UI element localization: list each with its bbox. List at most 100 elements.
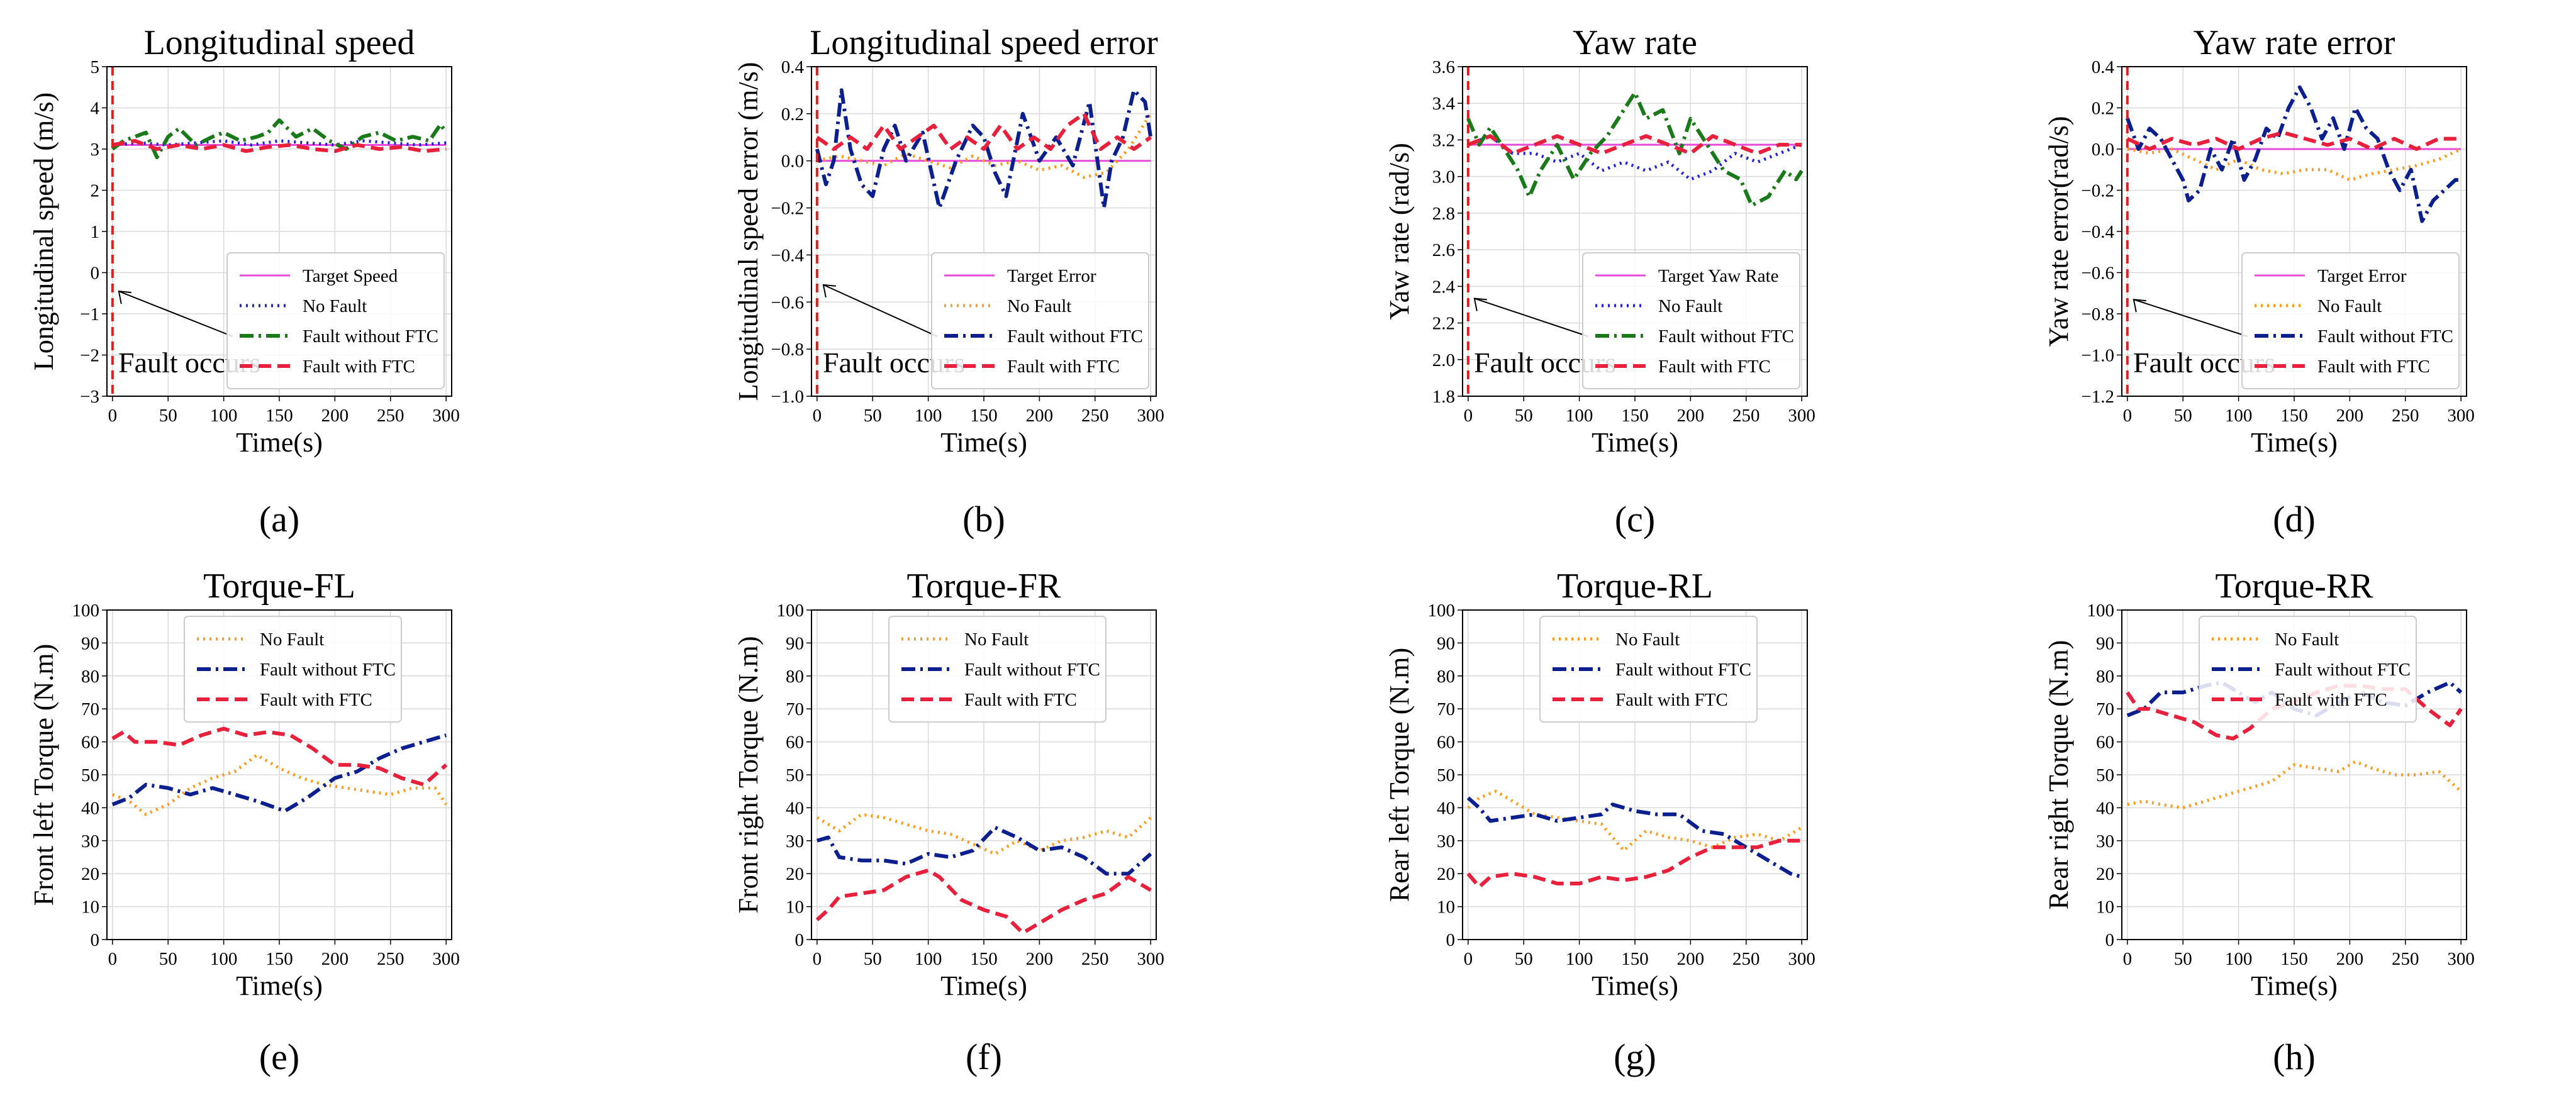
y-tick-label: −0.6 [771,292,804,313]
x-tick-label: 100 [210,949,238,969]
annotation-arrow [1474,297,1589,337]
legend-label: Fault with FTC [1615,690,1728,710]
series-line-1 [2127,760,2462,809]
y-tick-label: −0.2 [771,199,804,219]
y-axis-label: Front right Torque (N.m) [733,636,764,914]
y-tick-label: 0 [2105,930,2115,950]
series-group [1466,789,1803,889]
x-tick-label: 200 [1677,949,1705,969]
x-tick-label: 100 [1566,949,1593,969]
y-tick-label: 80 [786,667,804,687]
y-tick-label: 3 [91,140,100,160]
legend-box [1539,616,1758,723]
x-tick-label: 200 [2336,406,2364,426]
x-tick-label: 100 [2225,949,2253,969]
legend-box [184,616,402,723]
chart-5: 0 10 20 30 40 50 60 70 80 90 100 0 50 100 150 200 250 300… [28,567,460,1077]
y-tick-label: 30 [1437,831,1455,852]
x-tick-label: 150 [1621,949,1649,969]
y-tick-label: −1 [80,304,99,325]
y-tick-label: 10 [2096,897,2114,918]
x-tick-label: 300 [1137,406,1164,426]
x-tick-label: 50 [159,406,177,426]
axes-frame [1462,609,1808,940]
x-tick-label: 0 [108,406,118,426]
chart-title: Torque-RL [1557,567,1713,606]
x-tick-label: 300 [1788,949,1815,969]
x-axis-label: Time(s) [236,427,323,458]
x-tick-label: 300 [1137,949,1164,969]
y-axis-label: Rear right Torque (N.m) [2043,640,2074,910]
chart-title: Longitudinal speed error [810,23,1158,62]
x-axis-label: Time(s) [2251,427,2338,458]
x-tick-label: 200 [321,949,349,969]
x-tick-label: 100 [915,406,942,426]
x-tick-label: 150 [970,949,998,969]
x-tick-label: 200 [321,406,349,426]
y-tick-label: 10 [1437,897,1455,918]
x-tick-label: 300 [1788,406,1815,426]
legend-label: Fault with FTC [2275,690,2387,710]
y-tick-label: 2.6 [1432,240,1455,260]
legend-label: Fault with FTC [260,690,372,710]
axes-frame [811,66,1157,397]
y-tick-label: 10 [81,897,99,918]
legend-label: Fault without FTC [303,326,438,347]
y-tick-label: −0.4 [2081,222,2114,242]
x-axis-label: Time(s) [1592,427,1678,458]
chart-title: Torque-FL [203,567,355,606]
y-tick-label: −3 [80,387,99,407]
y-tick-label: −0.8 [771,340,804,360]
legend-label: No Fault [303,296,367,316]
y-tick-label: 0.4 [781,57,805,77]
y-tick-label: 40 [786,798,804,818]
series-group [815,88,1153,210]
y-tick-label: 50 [2096,765,2114,785]
series-line-2 [816,825,1152,876]
legend-label: Fault with FTC [1658,357,1771,377]
x-tick-label: 300 [432,949,460,969]
series-line-2 [1467,134,1803,181]
chart-title: Yaw rate error [2194,23,2395,62]
x-axis-label: Time(s) [2251,970,2338,1001]
y-axis-label: Yaw rate (rad/s) [1384,143,1415,319]
axes-frame [2121,66,2467,397]
y-tick-label: 2.0 [1432,350,1455,370]
x-tick-label: 0 [2123,406,2133,426]
series-line-2 [2126,680,2463,718]
annotation-arrow [823,284,938,337]
series-group [111,726,448,816]
y-tick-label: 30 [2096,831,2114,852]
axes-frame [2121,609,2467,940]
legend-box [931,252,1149,389]
y-tick-label: −0.2 [2081,181,2114,201]
y-axis-label: Longitudinal speed error (m/s) [733,62,764,401]
x-tick-label: 250 [2392,406,2419,426]
x-axis-label: Time(s) [236,970,323,1001]
axes-frame [1462,66,1808,397]
legend-label: Fault without FTC [1007,326,1143,347]
series-line-1 [1467,789,1803,852]
y-tick-label: 30 [81,831,99,852]
y-tick-label: 100 [2087,601,2115,621]
y-tick-label: 4 [91,99,100,119]
series-line-3 [815,88,1153,210]
legend-label: Fault without FTC [1658,326,1794,347]
series-line-4 [1467,134,1802,155]
y-tick-label: 10 [786,897,804,918]
series-line-3 [1466,838,1802,889]
legend-box [2199,616,2417,723]
series-line-2 [1466,796,1803,879]
panel-label: (h) [2273,1036,2316,1077]
chart-title: Torque-FR [907,567,1062,606]
y-tick-label: 40 [1437,798,1455,818]
x-tick-label: 50 [2174,406,2192,426]
x-tick-label: 100 [210,406,238,426]
y-tick-label: 80 [1437,667,1455,687]
annotation-arrow [118,291,233,337]
y-tick-label: −2 [80,346,99,366]
y-tick-label: 100 [777,601,805,621]
x-tick-label: 300 [2447,406,2475,426]
y-tick-label: 20 [786,864,804,884]
